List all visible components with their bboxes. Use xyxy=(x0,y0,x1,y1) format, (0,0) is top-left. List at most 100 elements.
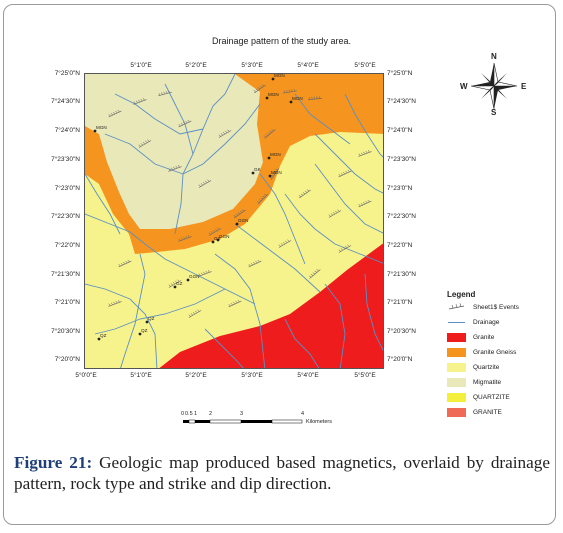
drainage-line xyxy=(85,283,158,368)
strike-symbol xyxy=(257,193,269,205)
migmatite-unit xyxy=(85,74,263,229)
legend-label: Granite Gneiss xyxy=(473,349,517,356)
strike-symbol xyxy=(228,299,242,308)
strike-symbol xyxy=(198,270,212,277)
lon-label: 5°4'0"E xyxy=(297,372,319,379)
site-label: MGN xyxy=(274,74,285,78)
site-marker xyxy=(93,129,97,133)
lat-label: 7°25'0"N xyxy=(387,70,413,77)
legend-item: Granite xyxy=(447,333,559,344)
legend-item: Quartzite xyxy=(447,363,559,374)
strike-symbol xyxy=(358,150,372,157)
drainage-network xyxy=(85,74,383,368)
map-legend: Legend Sheet1$ Events Drainage Granite G… xyxy=(447,290,559,423)
lat-label: 7°24'30"N xyxy=(387,98,416,105)
lon-label: 5°3'0"E xyxy=(241,372,263,379)
site-label: GK xyxy=(254,167,262,172)
strike-symbol xyxy=(198,179,212,188)
granite-unit xyxy=(159,243,383,368)
lat-label: 7°21'30"N xyxy=(51,271,80,278)
legend-label: Granite xyxy=(473,334,495,341)
legend-label: QUARTZITE xyxy=(473,394,510,401)
compass-south: S xyxy=(491,108,497,117)
strike-symbol xyxy=(253,84,266,94)
strike-symbol xyxy=(168,279,182,288)
scale-tick: 0.5 xyxy=(185,411,193,417)
compass-north: N xyxy=(491,52,497,61)
scale-bar-graphic xyxy=(183,419,303,424)
lat-label: 7°24'0"N xyxy=(387,127,413,134)
legend-label: Sheet1$ Events xyxy=(473,304,519,311)
strike-dip-symbols xyxy=(108,84,372,318)
strike-symbol xyxy=(133,98,147,105)
strike-symbol xyxy=(233,209,246,219)
legend-swatch xyxy=(447,333,466,342)
drainage-line xyxy=(284,318,320,368)
lat-label: 7°20'30"N xyxy=(387,328,416,335)
lat-label: 7°24'0"N xyxy=(54,127,80,134)
legend-item: Sheet1$ Events xyxy=(447,303,559,314)
site-marker xyxy=(268,174,272,178)
lon-label: 5°0'0"E xyxy=(75,372,97,379)
lon-label: 5°2'0"E xyxy=(185,372,207,379)
strike-symbol xyxy=(158,90,172,97)
site-marker xyxy=(173,285,177,289)
figure-caption: Figure 21: Geologic map produced based m… xyxy=(14,452,550,494)
scale-tick: 4 xyxy=(301,411,305,417)
strike-symbol xyxy=(269,168,280,180)
drainage-line xyxy=(314,133,383,194)
drainage-line-icon xyxy=(448,322,465,323)
lat-label: 7°21'30"N xyxy=(387,271,416,278)
legend-label: Migmatite xyxy=(473,379,502,386)
legend-item: Drainage xyxy=(447,318,559,329)
compass-icon xyxy=(470,62,518,110)
site-label: GZ xyxy=(214,236,221,241)
caption-label: Figure 21: xyxy=(14,453,93,472)
lon-label: 5°5'0"E xyxy=(354,372,376,379)
strike-symbol xyxy=(118,259,132,268)
legend-swatch xyxy=(447,348,466,357)
strike-symbol xyxy=(278,239,292,248)
strike-symbol xyxy=(248,259,262,268)
lon-label: 5°2'0"E xyxy=(185,62,207,69)
lat-label: 7°22'30"N xyxy=(51,213,80,220)
site-label: MGN xyxy=(96,125,107,130)
lon-label: 5°1'0"E xyxy=(130,62,152,69)
drainage-line xyxy=(324,283,346,368)
legend-label: Drainage xyxy=(473,319,500,326)
lon-label: 5°4'0"E xyxy=(297,62,319,69)
geologic-map: MGN MGN MGN MGN MGN MGN GK GGN GGN GZ GGN GZ QZ QZ QZ xyxy=(84,73,384,369)
scale-tick: 2 xyxy=(209,411,213,417)
site-marker xyxy=(235,222,239,226)
north-arrow: N S W E xyxy=(460,52,527,117)
strike-symbol xyxy=(108,300,122,307)
compass-east: E xyxy=(521,82,527,91)
drainage-line xyxy=(284,193,383,264)
legend-swatch xyxy=(447,393,466,402)
site-marker xyxy=(145,320,149,324)
strike-symbol xyxy=(283,88,297,94)
scale-bar: 0 0.5 1 2 3 4 Kilometers xyxy=(180,410,370,430)
site-label: MGN xyxy=(270,152,281,157)
strike-symbol xyxy=(358,199,372,208)
drainage-line xyxy=(314,163,383,234)
site-marker xyxy=(267,156,271,160)
site-label: MGN xyxy=(268,92,279,97)
map-title: Drainage pattern of the study area. xyxy=(211,36,352,46)
lat-label: 7°21'0"N xyxy=(54,299,80,306)
lat-label: 7°23'30"N xyxy=(387,156,416,163)
strike-symbol xyxy=(178,235,192,242)
lon-label: 5°3'0"E xyxy=(241,62,263,69)
legend-swatch xyxy=(447,378,466,387)
drainage-line xyxy=(344,93,383,158)
lat-label: 7°22'30"N xyxy=(387,213,416,220)
lon-label: 5°1'0"E xyxy=(130,372,152,379)
lat-label: 7°22'0"N xyxy=(387,242,413,249)
site-marker xyxy=(289,100,293,104)
strike-symbol xyxy=(338,244,352,253)
strike-symbol-icon xyxy=(448,303,465,310)
strike-symbol xyxy=(328,209,342,218)
site-label: MGN xyxy=(271,170,282,175)
site-marker xyxy=(251,171,255,175)
